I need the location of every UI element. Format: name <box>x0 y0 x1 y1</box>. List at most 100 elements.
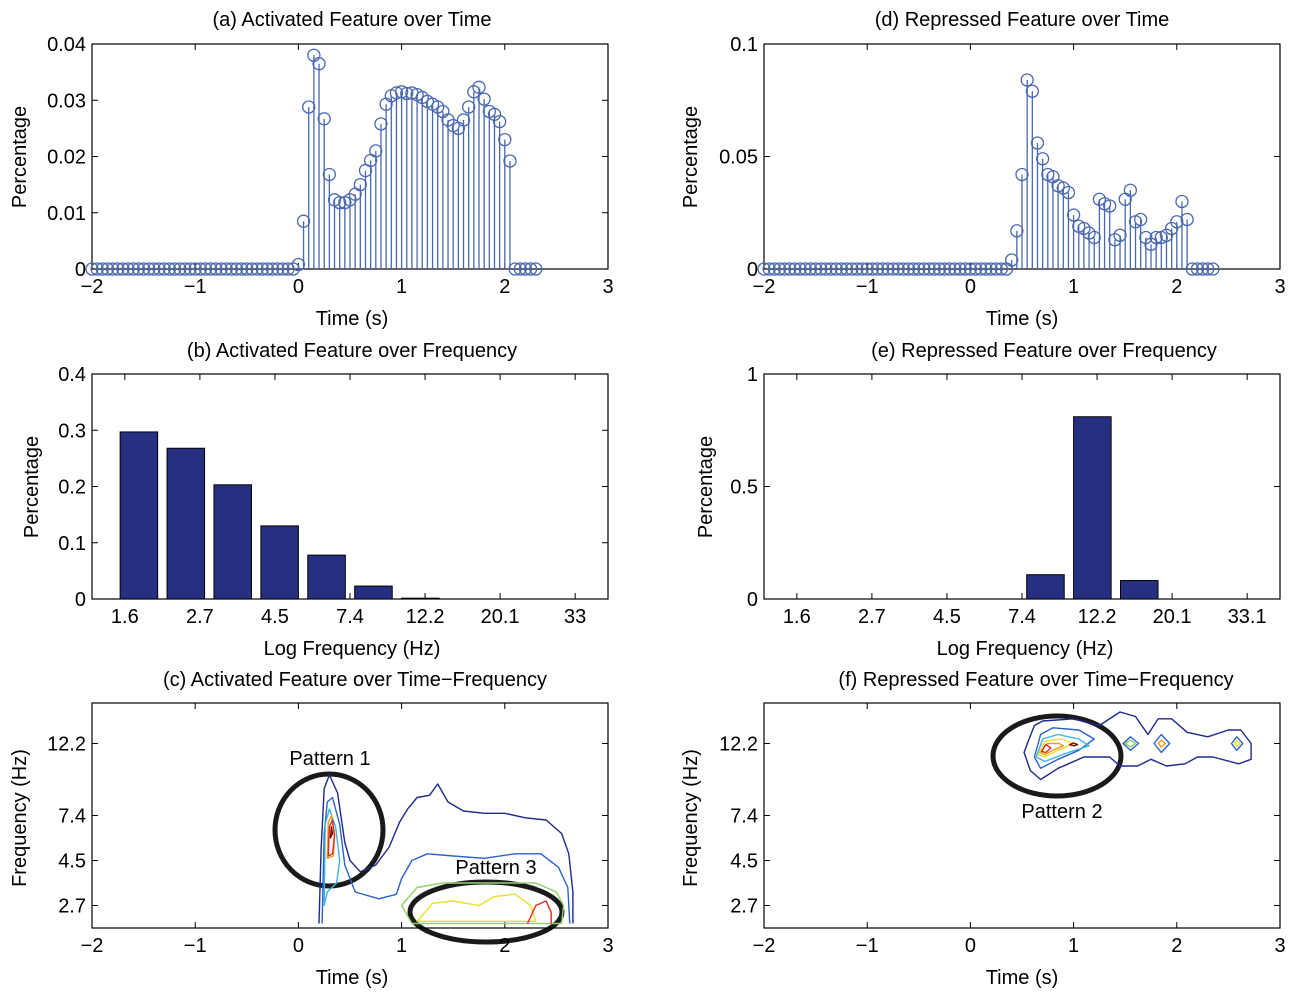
stem-marker <box>389 86 404 100</box>
contour-line <box>1033 727 1095 769</box>
panel-b-xtick-label: 1.6 <box>111 606 139 628</box>
stem-marker <box>498 132 512 147</box>
stem-marker <box>937 262 952 276</box>
stem-marker <box>876 262 890 276</box>
stem-marker <box>912 262 926 276</box>
panel-a-xtick-label: 1 <box>396 276 407 298</box>
stem-marker <box>147 262 161 276</box>
panel-b-title: (b) Activated Feature over Frequency <box>187 340 517 362</box>
panel-e-xtick-label: 33.1 <box>1228 606 1267 628</box>
stem-marker <box>798 262 812 276</box>
panel-e-axes-frame <box>763 373 1281 600</box>
stem-marker <box>369 144 383 158</box>
panel-f-xtick-label: 1 <box>1068 935 1079 957</box>
stem-marker <box>994 262 1009 276</box>
stem-marker <box>333 195 347 210</box>
contour-line <box>1039 742 1065 756</box>
stem-marker <box>214 262 228 276</box>
pattern-2-circle <box>990 713 1124 799</box>
stem-marker <box>953 262 967 276</box>
stem-marker <box>322 167 337 182</box>
panel-e-ytick-label: 1 <box>747 364 758 386</box>
panel-activated-frequency: (b) Activated Feature over Frequency Log… <box>21 340 609 660</box>
panel-b-xtick-label: 4.5 <box>261 606 289 628</box>
frequency-bar <box>213 484 252 600</box>
panel-e-xtick-label: 7.4 <box>1008 606 1036 628</box>
panel-repressed-time-frequency: (f) Repressed Feature over Time−Frequenc… <box>680 669 1286 989</box>
contour-line <box>1035 733 1090 763</box>
panel-d-title: (d) Repressed Feature over Time <box>875 9 1170 31</box>
panel-c-title: (c) Activated Feature over Time−Frequenc… <box>163 669 547 691</box>
stem-marker <box>302 100 316 114</box>
stem-marker <box>932 262 947 276</box>
stem-marker <box>353 177 367 192</box>
stem-marker <box>198 262 213 276</box>
stem-marker <box>860 262 874 276</box>
stem-marker <box>1123 183 1138 197</box>
stem-marker <box>1164 221 1179 236</box>
frequency-bar <box>260 525 299 600</box>
panel-d-xtick-label: −1 <box>856 276 879 298</box>
panel-c-ytick-label: 7.4 <box>58 806 86 828</box>
stem-marker <box>183 262 197 276</box>
stem-marker <box>260 262 275 276</box>
pattern-3-circle <box>407 879 565 945</box>
stem-marker <box>462 100 476 114</box>
stem-marker <box>901 262 916 276</box>
stem-marker <box>271 262 285 276</box>
stem-marker <box>291 257 306 272</box>
frequency-bar <box>401 597 440 600</box>
panel-repressed-time: (d) Repressed Feature over Time Time (s)… <box>680 9 1286 330</box>
contour-line <box>1233 739 1241 748</box>
stem-marker <box>1144 237 1158 251</box>
panel-f-xtick-label: 2 <box>1171 935 1182 957</box>
panel-f-ytick-label: 2.7 <box>730 896 758 918</box>
stem-marker <box>131 262 146 276</box>
panel-e-xlabel: Log Frequency (Hz) <box>937 638 1114 660</box>
stem-marker <box>1190 262 1205 276</box>
stem-marker <box>762 262 776 276</box>
panel-e-title: (e) Repressed Feature over Frequency <box>871 340 1217 362</box>
stem-marker <box>1139 230 1153 245</box>
stem-marker <box>865 262 880 276</box>
stem-marker <box>1005 253 1019 267</box>
stem-marker <box>224 262 238 276</box>
stem-marker <box>126 262 140 276</box>
stem-marker <box>989 262 1003 276</box>
panel-d-ytick-label: 0.05 <box>719 147 758 169</box>
stem-marker <box>142 262 156 276</box>
frequency-bar <box>1073 416 1112 600</box>
stem-marker <box>503 154 517 168</box>
stem-marker <box>477 92 491 106</box>
panel-c-ytick-label: 2.7 <box>58 896 86 918</box>
panel-d-xtick-label: 1 <box>1068 276 1079 298</box>
stem-marker <box>1061 185 1076 200</box>
stem-marker <box>116 262 130 276</box>
panel-f-xtick-label: −1 <box>856 935 879 957</box>
panel-c-ylabel: Frequency (Hz) <box>9 749 31 887</box>
panel-d-xtick-label: 0 <box>965 276 976 298</box>
stem-marker <box>1087 230 1101 245</box>
stem-marker <box>1159 228 1174 242</box>
panel-f-title: (f) Repressed Feature over Time−Frequenc… <box>838 669 1233 691</box>
stem-marker <box>100 262 115 276</box>
stem-marker <box>906 262 921 276</box>
pattern-3-label: Pattern 3 <box>455 857 536 879</box>
panel-c-xtick-label: 3 <box>602 935 613 957</box>
contour-line <box>1124 739 1137 748</box>
frequency-bar <box>1026 574 1065 600</box>
panel-activated-time: (a) Activated Feature over Time Time (s)… <box>9 9 614 330</box>
panel-c-xtick-label: 2 <box>499 935 510 957</box>
stem-marker <box>870 262 885 276</box>
contour-line <box>1068 742 1079 747</box>
panel-a-xtick-label: 3 <box>602 276 613 298</box>
stem-marker <box>1170 215 1184 229</box>
panel-c-ytick-label: 12.2 <box>47 734 86 756</box>
panel-e-xtick-label: 20.1 <box>1153 606 1192 628</box>
panel-d-ytick-label: 0 <box>747 259 758 281</box>
panel-b-ytick-label: 0.4 <box>58 364 86 386</box>
panel-e-xtick-label: 4.5 <box>933 606 961 628</box>
panel-e-xtick-label: 1.6 <box>783 606 811 628</box>
stem-marker <box>783 262 797 276</box>
